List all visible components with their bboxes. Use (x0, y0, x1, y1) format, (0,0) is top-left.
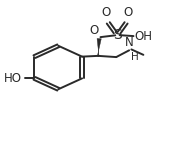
Text: O: O (102, 6, 111, 19)
Text: O: O (123, 6, 133, 19)
Text: H: H (131, 52, 139, 62)
Text: OH: OH (135, 30, 153, 43)
Text: N: N (125, 36, 133, 49)
Text: S: S (113, 28, 122, 42)
Polygon shape (97, 39, 101, 56)
Text: HO: HO (4, 72, 22, 85)
Text: O: O (90, 24, 99, 37)
